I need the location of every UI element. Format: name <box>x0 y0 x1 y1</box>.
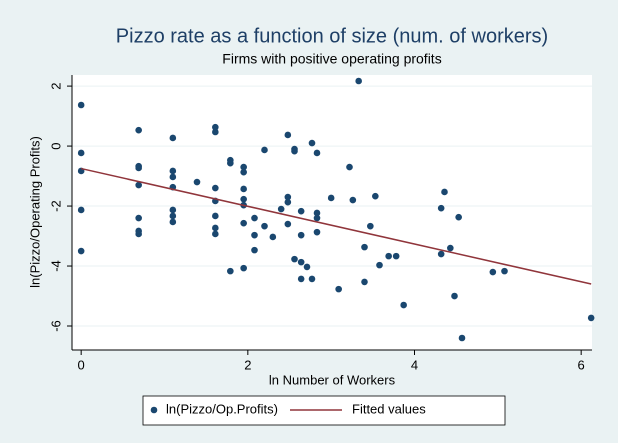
point <box>284 220 292 228</box>
point <box>346 163 353 171</box>
point <box>261 146 268 154</box>
point <box>455 213 462 221</box>
x-tick-label: 6 <box>578 357 585 372</box>
point <box>77 247 85 255</box>
point <box>284 193 292 201</box>
point <box>169 206 177 214</box>
point <box>135 164 142 172</box>
point <box>587 314 595 322</box>
point <box>169 167 177 175</box>
chart-subtitle: Firms with positive operating profits <box>222 51 441 67</box>
point <box>240 219 247 227</box>
point <box>227 267 234 275</box>
point <box>261 222 268 230</box>
point <box>77 206 85 214</box>
point <box>361 278 368 286</box>
legend-swatch <box>150 406 158 414</box>
x-tick-label: 2 <box>244 357 251 372</box>
point <box>240 195 247 203</box>
point <box>392 252 400 260</box>
point <box>284 131 292 139</box>
point <box>291 147 298 155</box>
point <box>297 231 305 239</box>
y-tick-label: 0 <box>48 142 63 149</box>
point <box>193 178 201 186</box>
legend-label: ln(Pizzo/Op.Profits) <box>166 401 278 416</box>
point <box>437 204 445 212</box>
point <box>212 212 219 220</box>
point <box>447 244 454 252</box>
point <box>327 194 335 202</box>
y-tick-label: 2 <box>48 82 63 89</box>
point <box>212 230 219 238</box>
point <box>251 246 258 254</box>
point <box>297 275 305 283</box>
point <box>169 173 177 181</box>
point <box>349 196 357 204</box>
point <box>251 231 258 239</box>
point <box>361 243 368 251</box>
point <box>335 285 342 293</box>
x-axis-label: ln Number of Workers <box>269 372 396 387</box>
point <box>313 149 321 157</box>
point <box>212 128 219 136</box>
point <box>240 185 247 193</box>
point <box>169 212 177 220</box>
point <box>303 263 311 271</box>
point <box>308 139 316 147</box>
point <box>135 230 142 238</box>
fit-line <box>81 167 592 285</box>
point <box>212 184 219 192</box>
point <box>291 255 298 263</box>
point <box>227 159 234 167</box>
point <box>269 233 277 241</box>
point <box>212 224 219 232</box>
point <box>240 168 247 176</box>
point <box>458 334 466 342</box>
point <box>372 192 379 200</box>
point <box>355 77 362 85</box>
point <box>313 228 321 236</box>
point <box>501 267 508 275</box>
point <box>313 209 321 217</box>
point <box>212 123 219 131</box>
point <box>135 214 142 222</box>
point <box>297 258 305 266</box>
point <box>277 205 285 213</box>
point <box>284 198 292 206</box>
point <box>367 222 374 230</box>
x-tick-label: 4 <box>411 357 418 372</box>
point <box>313 214 321 222</box>
plot-area <box>72 75 592 350</box>
point <box>77 149 85 157</box>
legend-label: Fitted values <box>352 401 426 416</box>
point <box>400 301 407 309</box>
y-axis-label: ln(Pizzo/Operating Profits) <box>27 136 42 288</box>
point <box>437 250 445 258</box>
point <box>297 207 305 215</box>
y-tick-label: -6 <box>48 320 63 332</box>
point <box>251 214 258 222</box>
chart-title: Pizzo rate as a function of size (num. o… <box>116 25 548 47</box>
point <box>489 268 497 276</box>
y-tick-label: -2 <box>48 200 63 212</box>
point <box>385 252 392 260</box>
point <box>135 126 142 134</box>
point <box>240 163 247 171</box>
x-tick-label: 0 <box>78 357 85 372</box>
point <box>169 218 177 226</box>
point <box>240 264 247 272</box>
y-tick-label: -4 <box>48 260 63 272</box>
point <box>451 292 458 300</box>
point <box>308 275 316 283</box>
point <box>135 181 142 189</box>
point <box>441 188 448 196</box>
point <box>376 261 383 269</box>
point <box>77 101 85 109</box>
point <box>169 134 177 142</box>
